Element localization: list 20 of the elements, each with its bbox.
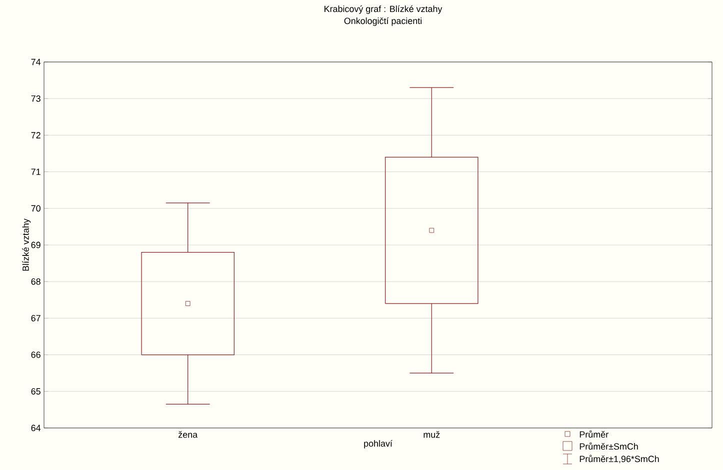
y-tick-label: 69 [31,242,40,248]
y-tick-label: 74 [31,58,41,66]
y-tick-label: 67 [31,315,40,322]
text: Průměr±SmCh [580,442,638,450]
x-tick-label: muž [424,431,440,438]
text: Průměr±1,96*SmCh [580,454,659,464]
y-tick-label: 70 [31,205,40,212]
y-axis-title: Blízké vztahy [22,218,31,271]
chart-subtitle: Onkologičtí pacienti [344,17,422,26]
y-tick-label: 73 [31,95,40,102]
y-tick-label: 68 [31,278,40,285]
chart-title: Krabicový graf : Blízké vztahy [324,5,442,14]
x-axis-title: pohlaví [364,440,392,448]
y-tick-label: 65 [31,388,40,395]
y-tick-label: 66 [31,352,40,358]
x-tick-label: žena [178,431,198,438]
y-tick-label: 72 [31,132,40,138]
y-tick-label: 64 [31,424,41,432]
y-tick-label: 71 [31,168,40,175]
text: Průměr [580,430,608,438]
